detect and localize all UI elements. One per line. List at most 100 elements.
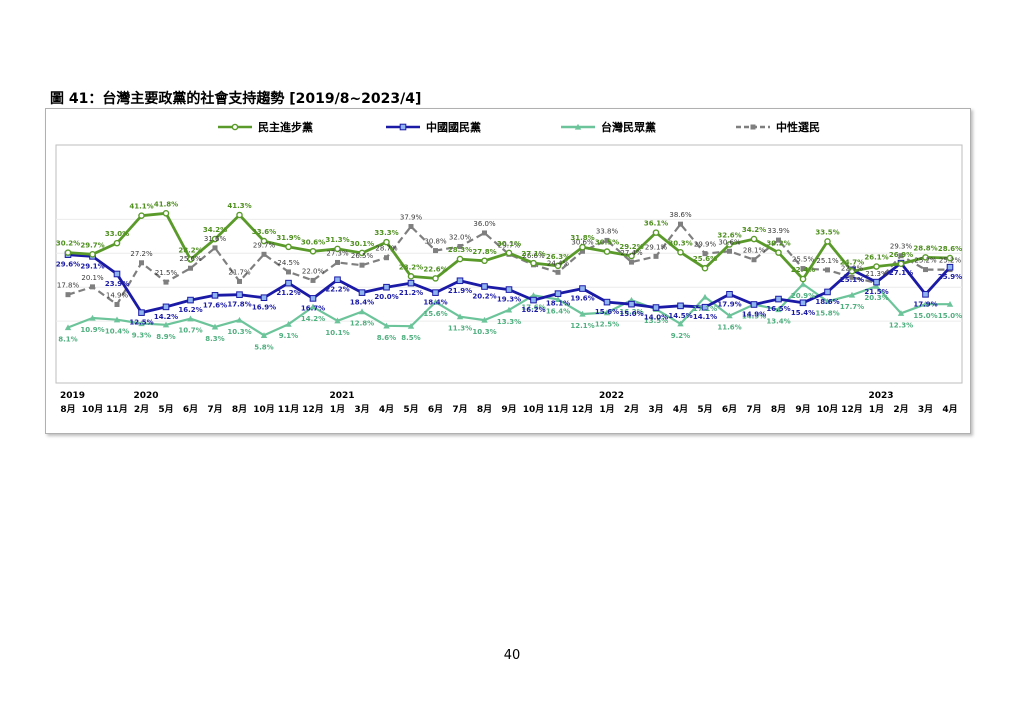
data-label-neutral: 29.1% (645, 243, 668, 251)
data-label-dpp: 30.2% (56, 240, 80, 248)
data-point-dpp (701, 264, 709, 272)
data-label-kmt: 15.6% (595, 308, 619, 316)
data-point-neutral (261, 251, 267, 257)
data-label-kmt: 21.2% (276, 289, 300, 297)
data-label-tpp: 8.3% (205, 335, 224, 343)
data-label-kmt: 16.7% (301, 304, 325, 312)
data-point-kmt (456, 277, 464, 285)
data-point-neutral (384, 255, 389, 261)
data-label-neutral: 25.2% (914, 257, 937, 265)
data-point-kmt (824, 288, 831, 296)
x-tick-label: 4月 (942, 404, 957, 415)
data-point-tpp (358, 308, 366, 315)
data-point-dpp (456, 255, 464, 263)
x-tick-label: 6月 (722, 404, 737, 415)
x-tick-label: 1月 (330, 404, 345, 415)
data-label-kmt: 15.4% (791, 309, 815, 317)
x-tick-label: 3月 (918, 404, 933, 415)
data-label-dpp: 32.6% (717, 231, 741, 239)
data-label-kmt: 21.9% (448, 287, 472, 295)
x-tick-label: 10月 (817, 404, 839, 415)
data-label-tpp: 16.4% (546, 307, 570, 315)
data-point-dpp (138, 212, 145, 219)
data-point-neutral (629, 259, 634, 265)
data-point-kmt (407, 279, 415, 287)
data-label-dpp: 30.2% (766, 240, 790, 248)
data-point-dpp (481, 257, 488, 265)
data-label-tpp: 10.3% (472, 328, 496, 336)
data-point-tpp (824, 298, 831, 305)
data-point-kmt (383, 283, 390, 291)
data-point-neutral (310, 277, 316, 283)
x-tick-label: 2月 (893, 404, 908, 415)
data-label-dpp: 36.1% (644, 220, 668, 228)
data-point-tpp (383, 322, 390, 329)
data-label-kmt: 19.6% (570, 295, 594, 303)
data-label-neutral: 29.3% (890, 243, 913, 251)
data-point-dpp (505, 249, 513, 257)
data-label-tpp: 9.1% (279, 332, 298, 340)
x-tick-label: 3月 (648, 404, 663, 415)
data-point-dpp (799, 275, 807, 283)
x-tick-label: 11月 (547, 404, 569, 415)
data-point-neutral (678, 221, 683, 227)
data-point-dpp (211, 235, 219, 243)
data-label-neutral: 24.5% (277, 259, 300, 267)
data-point-kmt (187, 296, 194, 304)
x-tick-label: 7月 (207, 404, 222, 415)
data-label-dpp: 28.2% (178, 246, 202, 254)
data-point-neutral (702, 251, 708, 257)
data-label-tpp: 11.6% (717, 324, 741, 332)
x-tick-label: 10月 (253, 404, 275, 415)
data-label-kmt: 29.1% (80, 262, 104, 270)
data-label-kmt: 25.9% (938, 273, 962, 281)
data-point-neutral (188, 265, 193, 271)
data-point-tpp (113, 316, 121, 323)
data-point-kmt (113, 270, 121, 278)
data-point-dpp (236, 211, 243, 219)
data-label-tpp: 9.3% (132, 331, 151, 339)
x-tick-label: 9月 (501, 404, 516, 415)
data-label-dpp: 31.3% (325, 236, 349, 244)
data-point-dpp (628, 252, 635, 260)
data-label-neutral: 31.6% (204, 235, 227, 243)
year-label: 2021 (330, 391, 355, 401)
data-label-neutral: 25.1% (816, 257, 839, 265)
data-label-neutral: 20.1% (81, 274, 104, 282)
data-point-tpp (799, 280, 807, 287)
data-point-tpp (138, 320, 145, 327)
data-point-neutral (65, 292, 71, 298)
data-label-kmt: 18.4% (423, 299, 447, 307)
legend-marker-neutral (750, 124, 756, 130)
data-label-tpp: 12.8% (350, 320, 374, 328)
data-point-kmt (652, 304, 660, 311)
data-point-neutral (825, 267, 830, 273)
year-label: 2020 (134, 391, 159, 401)
data-point-neutral (604, 237, 610, 243)
data-label-tpp: 8.5% (401, 334, 420, 342)
data-label-dpp: 34.2% (203, 226, 227, 234)
data-label-neutral: 30.6% (571, 238, 594, 246)
legend-label-tpp: 台灣民眾黨 (601, 120, 656, 134)
data-label-tpp: 20.3% (864, 294, 888, 302)
data-point-tpp (848, 291, 856, 298)
x-tick-label: 11月 (106, 404, 128, 415)
data-point-kmt (211, 292, 219, 299)
data-label-dpp: 24.7% (840, 258, 864, 266)
data-point-dpp (309, 247, 317, 255)
data-label-kmt: 20.0% (374, 293, 398, 301)
data-label-kmt: 14.9% (742, 310, 766, 318)
data-point-tpp (554, 296, 562, 303)
data-label-dpp: 33.6% (252, 228, 276, 236)
data-point-kmt (946, 263, 954, 271)
data-label-neutral: 25.2% (939, 257, 962, 265)
data-point-dpp (162, 209, 170, 217)
data-label-kmt: 20.2% (472, 293, 496, 301)
data-point-dpp (848, 267, 856, 275)
data-point-neutral (898, 253, 904, 259)
x-tick-label: 12月 (841, 404, 863, 415)
legend-marker-dpp (231, 123, 239, 131)
data-label-dpp: 28.3% (448, 246, 472, 254)
data-label-tpp: 14.9% (742, 312, 766, 320)
data-label-tpp: 20.9% (791, 292, 815, 300)
